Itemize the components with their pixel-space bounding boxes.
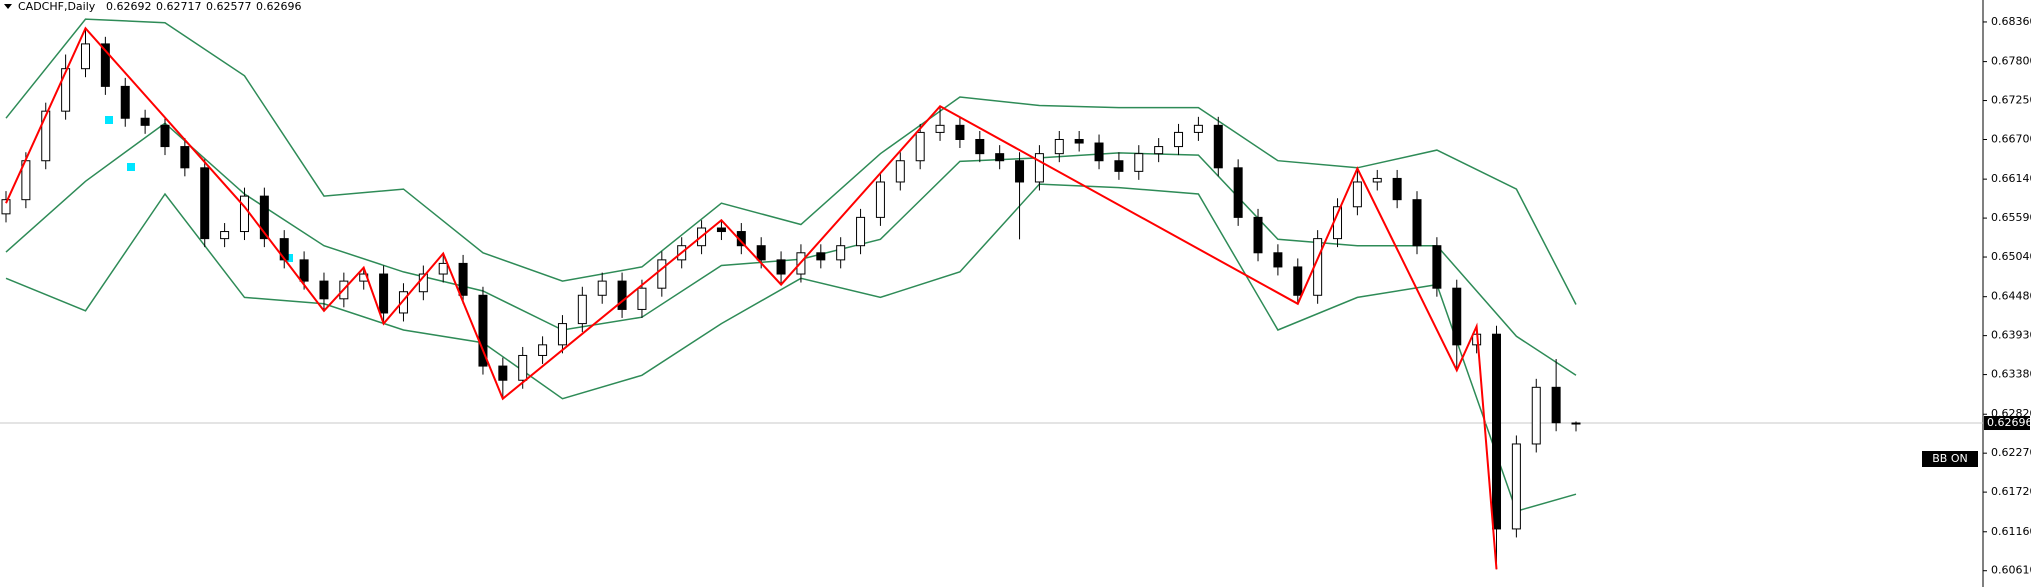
signal-marker — [127, 163, 135, 171]
candle-body — [836, 245, 846, 261]
candle-body — [100, 43, 110, 87]
candle-body — [856, 216, 866, 247]
header-open: 0.62692 — [106, 0, 152, 13]
candle-body — [1054, 138, 1064, 155]
candle-body — [557, 323, 567, 346]
header-high: 0.62717 — [156, 0, 202, 13]
candle-body — [140, 117, 150, 126]
candle-body — [1511, 443, 1521, 530]
chart-title: CADCHF,Daily — [18, 0, 96, 13]
current-price-box — [1984, 416, 2030, 431]
candle-body — [1551, 386, 1561, 424]
candle-body — [1213, 124, 1223, 169]
candle-body — [438, 262, 448, 275]
candle-body — [61, 68, 71, 112]
candle-body — [120, 85, 130, 119]
candle-body — [716, 227, 726, 233]
indicator-label: BB ON — [1932, 452, 1967, 465]
candle-body — [1233, 167, 1243, 218]
current-price-label: 0.62696 — [1987, 416, 2031, 429]
signal-marker — [285, 254, 293, 262]
candle-body — [1392, 177, 1402, 201]
candle-body — [1074, 138, 1084, 144]
candle-body — [776, 259, 786, 275]
candle-body — [1174, 131, 1184, 148]
candle-body — [299, 259, 309, 282]
signal-marker — [105, 116, 113, 124]
candle-body — [518, 354, 528, 381]
zigzag — [5, 26, 1498, 570]
candle-body — [478, 294, 488, 367]
candle-body — [1571, 422, 1581, 425]
candle-body — [160, 124, 170, 148]
candle-body — [935, 124, 945, 133]
candle-body — [1253, 216, 1263, 254]
candle-body — [1193, 124, 1203, 133]
candle-body — [1, 199, 11, 215]
candle-body — [239, 195, 249, 233]
header-low: 0.62577 — [206, 0, 252, 13]
candle-body — [1372, 177, 1382, 183]
candle-body — [955, 124, 965, 140]
candle-body — [577, 294, 587, 325]
candle-body — [180, 146, 190, 169]
candle-body — [816, 252, 826, 261]
candle-body — [657, 259, 667, 289]
candle-body — [1154, 146, 1164, 155]
candle-body — [617, 280, 627, 310]
candle-body — [597, 280, 607, 296]
candle-body — [80, 43, 90, 70]
candle-body — [975, 138, 985, 155]
candle-body — [895, 160, 905, 183]
header-close: 0.62696 — [256, 0, 302, 13]
candle-body — [915, 131, 925, 162]
candle-body — [1273, 252, 1283, 268]
candle-body — [458, 262, 468, 296]
candle-body — [1492, 333, 1502, 530]
bollinger-upper — [5, 18, 1577, 305]
candle-body — [1034, 153, 1044, 183]
candle-body — [200, 167, 210, 240]
candle-body — [756, 245, 766, 261]
candle-body — [220, 231, 230, 240]
candle-body — [1134, 153, 1144, 172]
indicator-badge[interactable] — [1922, 451, 1978, 467]
candle-body — [995, 153, 1005, 162]
candle-body — [498, 365, 508, 381]
candle-body — [1452, 287, 1462, 346]
candle-body — [1114, 160, 1124, 172]
menu-arrow[interactable] — [4, 4, 12, 9]
candle-body — [319, 280, 329, 300]
candle-body — [1432, 245, 1442, 289]
candle-body — [1352, 181, 1362, 208]
candle-body — [259, 195, 269, 240]
candle-body — [1015, 160, 1025, 183]
candle-body — [637, 287, 647, 310]
candle-body — [379, 273, 389, 314]
candle-body — [1293, 266, 1303, 296]
candle-body — [1531, 386, 1541, 445]
candle-body — [875, 181, 885, 218]
candle-body — [398, 291, 408, 314]
candle-body — [1094, 142, 1104, 162]
candle-body — [41, 110, 51, 162]
candle-body — [1412, 199, 1422, 247]
candle-body — [538, 344, 548, 356]
